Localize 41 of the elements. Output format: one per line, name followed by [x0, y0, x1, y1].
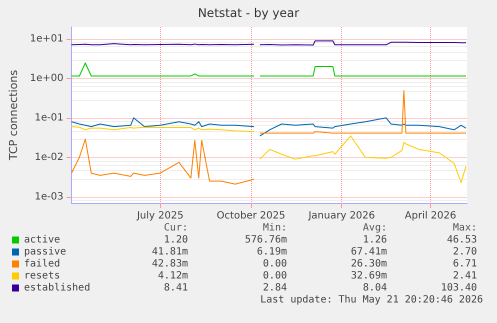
legend-label: failed: [24, 258, 60, 270]
y-axis-title: TCP connections: [7, 70, 20, 162]
text: 8.04: [362, 282, 387, 294]
text: 576.76m: [244, 234, 287, 246]
x-tick-label: April 2026: [404, 210, 456, 222]
text: 0.00: [262, 270, 287, 282]
text: 4.12m: [158, 270, 188, 282]
y-tick-label: 1e+00: [30, 72, 64, 84]
y-tick-label: 1e-03: [34, 191, 64, 202]
text: 67.41m: [350, 246, 387, 258]
x-tick-label: January 2026: [307, 210, 376, 222]
y-tick-label: 1e-01: [34, 112, 64, 124]
text: 6.71: [452, 258, 477, 270]
text: Last update: Thu May 21 20:20:46 2026: [260, 294, 484, 306]
text: 2.41: [452, 270, 477, 282]
text: Cur:: [164, 222, 188, 234]
text: 2.70: [452, 246, 477, 258]
legend-label: active: [24, 234, 60, 246]
y-tick-label: 1e-02: [34, 152, 64, 163]
text: 6.19m: [256, 246, 287, 258]
text: 32.69m: [350, 270, 387, 282]
legend-label: established: [24, 282, 90, 294]
text: 41.81m: [152, 246, 188, 258]
text: Min:: [262, 222, 287, 234]
chart-title: Netstat - by year: [198, 6, 300, 20]
text: 0.00: [262, 258, 287, 270]
text: 8.41: [164, 282, 188, 294]
text: 42.83m: [152, 258, 188, 270]
legend-label: resets: [24, 270, 60, 282]
x-tick-label: July 2025: [136, 210, 184, 222]
text: 26.30m: [350, 258, 387, 270]
x-tick-label: October 2025: [216, 210, 286, 222]
text: 103.40: [440, 282, 477, 294]
text: 2.84: [262, 282, 287, 294]
y-tick-label: 1e+01: [30, 33, 64, 44]
text: Max:: [452, 222, 477, 234]
legend-label: passive: [24, 246, 66, 258]
text: Avg:: [362, 222, 387, 234]
text: 1.20: [164, 234, 188, 246]
text: 46.53: [446, 234, 477, 246]
text: 1.26: [362, 234, 387, 246]
